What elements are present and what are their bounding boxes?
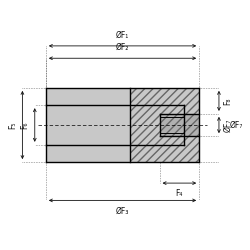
Text: F₄: F₄ (176, 189, 183, 198)
Text: ØF₇: ØF₇ (229, 120, 242, 130)
Text: ØF₂: ØF₂ (116, 43, 129, 52)
Text: F₈: F₈ (224, 97, 232, 105)
Text: F₆: F₆ (20, 121, 29, 129)
Bar (160, 114, 199, 136)
Bar (46, 88, 130, 162)
Bar (130, 88, 199, 162)
Bar (160, 114, 199, 136)
Text: F₅: F₅ (8, 121, 17, 129)
Text: ØF₁: ØF₁ (116, 31, 129, 40)
Bar (46, 105, 184, 145)
Text: ØF₃: ØF₃ (116, 206, 129, 216)
Text: ØF₇: ØF₇ (224, 118, 232, 132)
